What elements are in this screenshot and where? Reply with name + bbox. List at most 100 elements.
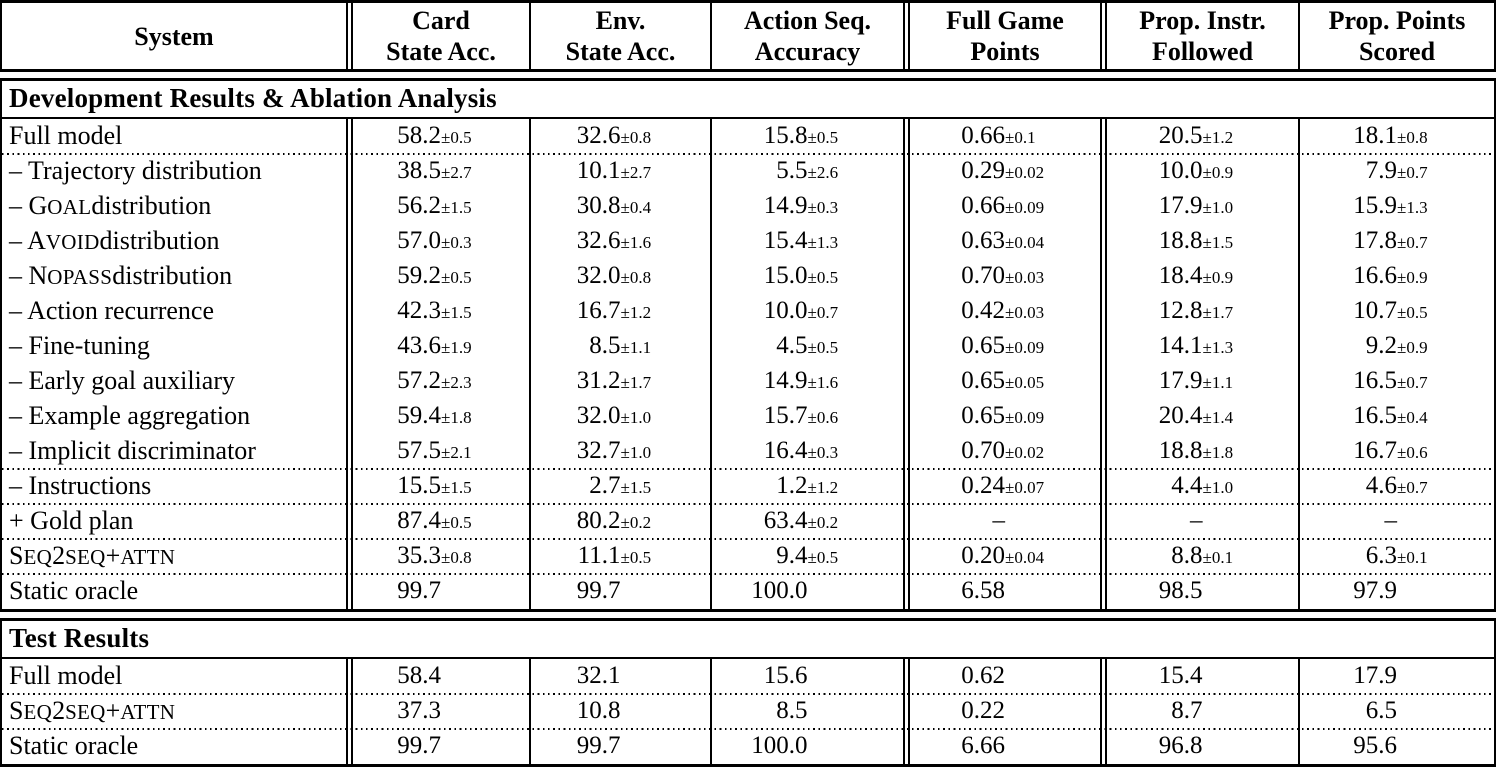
value-number: 32.6 — [576, 227, 621, 254]
table-row: – Trajectory distribution 38.5 ±2.7 10.1 ±2.… — [2, 153, 1494, 189]
row-label-segment: SEQ — [65, 700, 106, 724]
table-row: Static oracle 99.7 99.7 100.0 6.58 98.5 97.9 — [2, 573, 1494, 609]
value-number: 10.1 — [576, 157, 621, 184]
value-number: 100.0 — [751, 577, 808, 604]
value-std: ±0.7 — [1397, 373, 1428, 392]
value-cell: 16.5 ±0.4 — [1298, 399, 1494, 434]
column-header-line: Accuracy — [754, 37, 861, 66]
value-std: ±0.6 — [1397, 443, 1428, 462]
value-cell: 9.4 ±0.5 — [710, 539, 903, 574]
value-std: ±0.8 — [620, 268, 652, 287]
value-cell: 10.8 — [529, 694, 710, 729]
row-label-segment: distribution — [112, 261, 233, 290]
value-cell: 99.7 — [346, 729, 529, 764]
value-number: 15.8 — [763, 122, 808, 149]
value-cell: 17.9 ±1.1 — [1100, 364, 1298, 399]
row-label: – A VOID distribution — [2, 224, 346, 259]
row-label: – Trajectory distribution — [2, 154, 346, 189]
value-cell: 9.2 ±0.9 — [1298, 329, 1494, 364]
table-row: Full model 58.4 32.1 15.6 0.62 15.4 17.9 — [2, 659, 1494, 694]
value-cell: 15.5 ±1.5 — [346, 469, 529, 504]
value-number: 18.4 — [1158, 262, 1203, 289]
section-title: Development Results & Ablation Analysis — [2, 81, 1494, 119]
value-cell: 8.7 — [1100, 694, 1298, 729]
value-std: ±0.02 — [1005, 163, 1045, 182]
row-label-segment: SEQ — [65, 545, 106, 569]
column-header-line: System — [134, 21, 214, 51]
value-number: 6.3 — [1365, 542, 1397, 569]
column-header: Action Seq. Accuracy — [710, 3, 903, 69]
value-std: ±0.09 — [1005, 198, 1045, 217]
value-number: 0.42 — [961, 297, 1005, 324]
value-std: ±0.1 — [1202, 548, 1234, 567]
row-label-segment: 2 — [52, 696, 66, 725]
column-header: Env. State Acc. — [529, 3, 710, 69]
value-cell: 8.5 ±1.1 — [529, 329, 710, 364]
value-std: ±0.04 — [1005, 233, 1045, 252]
value-cell: 97.9 — [1298, 574, 1494, 609]
value-number: 6.66 — [961, 732, 1005, 759]
value-number: 42.3 — [397, 297, 441, 324]
value-number: 20.5 — [1158, 122, 1203, 149]
value-cell: 58.2 ±0.5 — [346, 119, 529, 154]
value-number: – — [1190, 507, 1203, 534]
value-std: ±0.5 — [807, 268, 839, 287]
table-row: – A VOID distribution 57.0 ±0.3 32.6 ±1.6 15.4… — [2, 224, 1494, 259]
value-std: ±1.3 — [1397, 198, 1428, 217]
value-number: 12.8 — [1158, 297, 1203, 324]
value-cell: 38.5 ±2.7 — [346, 154, 529, 189]
value-number: 57.0 — [397, 227, 441, 254]
value-number: 32.6 — [576, 122, 621, 149]
value-cell: 10.0 ±0.9 — [1100, 154, 1298, 189]
table-row: – N OPASS distribution 59.2 ±0.5 32.0 ±0.8 15.… — [2, 259, 1494, 294]
row-label-segment: – Example aggregation — [9, 401, 251, 430]
value-number: 18.8 — [1158, 227, 1203, 254]
column-header-line: Full Game — [946, 6, 1064, 35]
value-number: 15.4 — [1158, 662, 1203, 689]
row-label-segment: Full model — [9, 121, 123, 150]
row-label: – Fine-tuning — [2, 329, 346, 364]
value-cell: 18.4 ±0.9 — [1100, 259, 1298, 294]
value-number: 17.9 — [1158, 192, 1203, 219]
column-header-line: Followed — [1151, 37, 1254, 66]
value-number: 0.65 — [961, 402, 1005, 429]
value-std: ±0.09 — [1005, 338, 1045, 357]
value-cell: 20.5 ±1.2 — [1100, 119, 1298, 154]
row-label-segment: S — [9, 696, 24, 725]
value-number: 80.2 — [576, 507, 621, 534]
table-row: – G OAL distribution 56.2 ±1.5 30.8 ±0.4 14.9 ±… — [2, 189, 1494, 224]
value-cell: 0.24 ±0.07 — [903, 469, 1100, 504]
value-number: 15.4 — [763, 227, 808, 254]
value-number: 56.2 — [397, 192, 441, 219]
value-number: 10.0 — [1158, 157, 1203, 184]
table-section: Development Results & Ablation Analysis F… — [0, 78, 1496, 612]
table-row: – Early goal auxiliary 57.2 ±2.3 31.2 ±1.7 14… — [2, 364, 1494, 399]
value-number: 0.24 — [961, 472, 1005, 499]
value-std: ±1.0 — [1202, 478, 1234, 497]
column-header: Full Game Points — [903, 3, 1100, 69]
value-std: ±2.1 — [441, 443, 472, 462]
value-number: 6.5 — [1365, 697, 1397, 724]
value-cell: 15.4 ±1.3 — [710, 224, 903, 259]
value-cell: 99.7 — [346, 574, 529, 609]
value-cell: 15.6 — [710, 659, 903, 694]
value-std: ±1.1 — [620, 338, 652, 357]
value-cell: 15.7 ±0.6 — [710, 399, 903, 434]
value-cell: 11.1 ±0.5 — [529, 539, 710, 574]
column-header: Prop. Points Scored — [1298, 3, 1494, 69]
value-std: ±0.03 — [1005, 303, 1045, 322]
value-number: 8.5 — [776, 697, 808, 724]
value-cell: 59.2 ±0.5 — [346, 259, 529, 294]
value-number: 15.5 — [397, 472, 441, 499]
value-number: 4.6 — [1365, 472, 1397, 499]
value-std: ±1.5 — [620, 478, 652, 497]
value-cell: 14.9 ±1.6 — [710, 364, 903, 399]
value-number: 57.2 — [397, 367, 441, 394]
value-cell: 35.3 ±0.8 — [346, 539, 529, 574]
value-number: 14.9 — [763, 192, 808, 219]
value-cell: 57.2 ±2.3 — [346, 364, 529, 399]
column-header-line: Prop. Points — [1328, 6, 1466, 35]
section-title: Test Results — [2, 621, 1494, 659]
column-header-line: State Acc. — [386, 37, 496, 66]
value-cell: 0.63 ±0.04 — [903, 224, 1100, 259]
